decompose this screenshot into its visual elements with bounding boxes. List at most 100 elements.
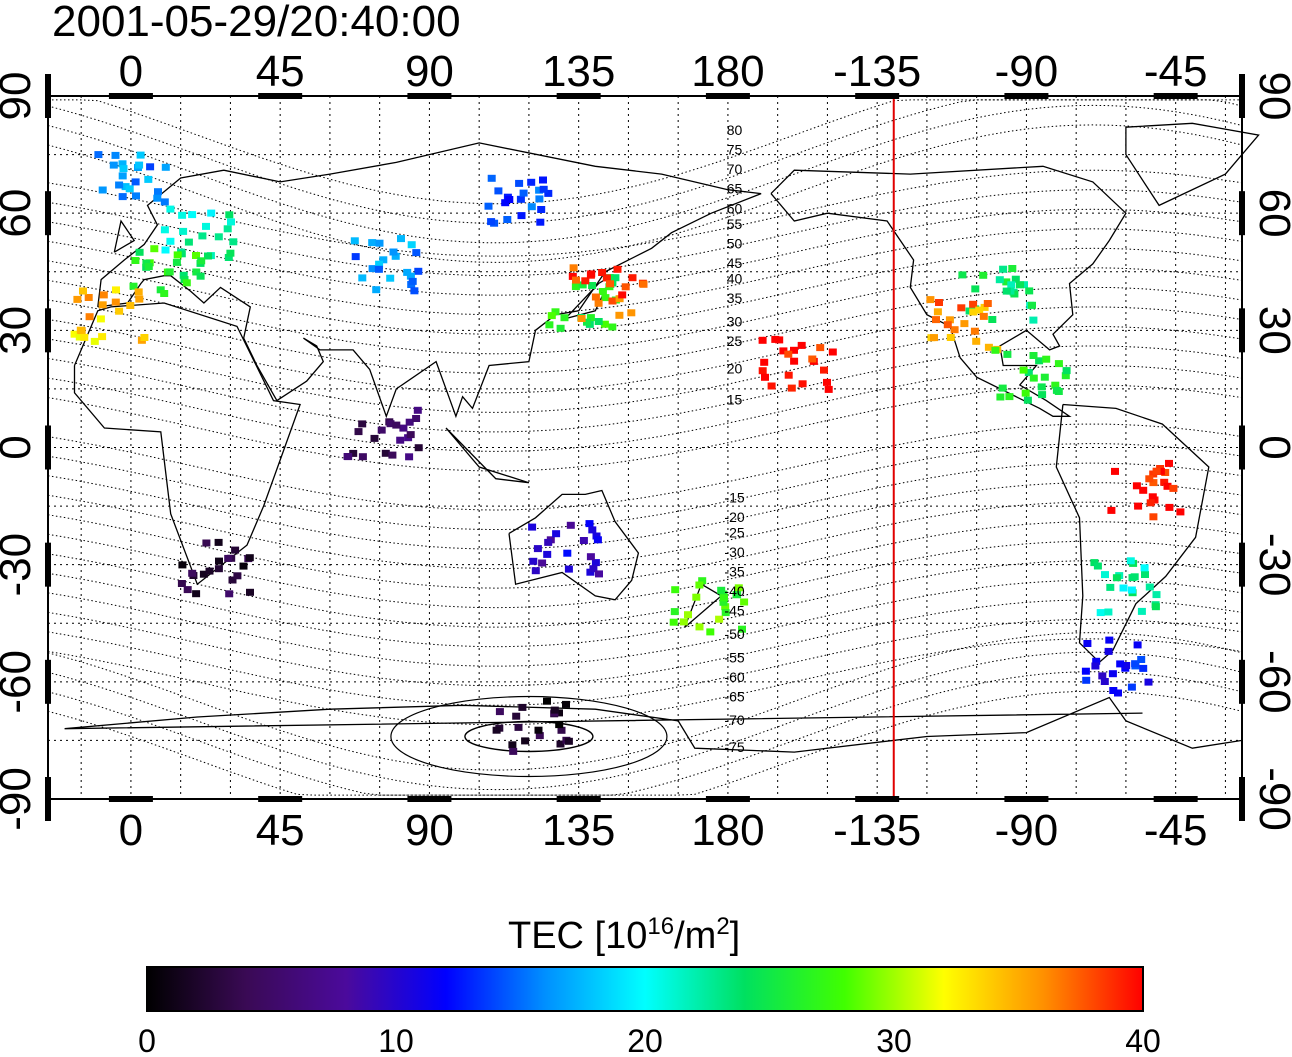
tec-cell [410, 287, 419, 295]
tec-cell [1176, 508, 1185, 516]
tec-cell [798, 380, 807, 388]
tec-cell [505, 196, 514, 203]
tec-cell [544, 189, 553, 197]
tec-cell [1100, 678, 1109, 685]
tec-cell [90, 337, 99, 345]
tec-cell [608, 297, 617, 305]
tec-cell [784, 350, 793, 358]
tec-cell [1106, 583, 1115, 591]
tec-cell [1131, 660, 1140, 668]
tec-cell [808, 355, 817, 363]
tec-cell [98, 301, 107, 309]
tec-cell [715, 615, 724, 623]
tec-cell [1091, 662, 1100, 670]
tec-cell [991, 346, 1000, 354]
magnetic-latitude-contour [47, 169, 1243, 257]
tec-cell [535, 195, 544, 203]
right-lat-tick-label: 30 [1250, 306, 1292, 355]
tec-cell [1107, 506, 1116, 514]
tec-cell [518, 703, 527, 711]
tec-cell [1116, 660, 1125, 668]
tec-cell [679, 618, 688, 626]
tec-cell [406, 431, 415, 439]
tec-cell [358, 274, 367, 282]
tec-cell [231, 546, 240, 554]
tec-cell [227, 218, 235, 226]
right-lat-tick-label: -90 [1250, 767, 1292, 831]
tec-cell [979, 271, 988, 279]
tec-cell [75, 333, 84, 341]
tec-cell [1108, 670, 1117, 678]
magnetic-latitude-label: -60 [724, 669, 744, 685]
tec-cell [521, 737, 530, 745]
tec-cell [613, 265, 622, 273]
tec-cell [517, 212, 526, 220]
magnetic-latitude-label: 20 [727, 360, 743, 376]
magnetic-latitude-contour [47, 228, 1243, 316]
top-tick-bar [556, 93, 601, 99]
tec-cell [115, 307, 124, 315]
tec-cell [1003, 350, 1012, 358]
tec-cell [958, 271, 967, 279]
tec-cell [1096, 609, 1105, 617]
tec-cell [99, 291, 108, 299]
tec-cell [1144, 678, 1153, 686]
tec-cell [552, 530, 561, 538]
tec-cell [738, 625, 746, 633]
tec-cell [581, 277, 590, 285]
tec-cell [112, 286, 120, 294]
tec-cell [214, 565, 223, 573]
left-lat-tick-label: 60 [0, 189, 40, 238]
magnetic-latitude-contour [47, 423, 1243, 511]
tec-cell [568, 272, 577, 280]
tec-cell [377, 426, 386, 434]
tec-cell [197, 257, 206, 265]
tec-cell [820, 366, 828, 374]
tec-cell [399, 424, 408, 432]
magnetic-latitude-contour [47, 286, 1243, 374]
tec-cell [374, 265, 383, 273]
tec-cell [119, 165, 128, 173]
tec-cell [529, 557, 538, 565]
tec-cell [1122, 662, 1131, 669]
tec-cell [531, 567, 540, 575]
axis-tick-bars [45, 74, 1245, 821]
tec-cell [563, 549, 572, 557]
tec-cell [1104, 608, 1113, 616]
tec-cell [370, 434, 379, 442]
tec-cell [1038, 391, 1047, 399]
tec-cell [692, 593, 701, 601]
magnetic-latitude-label: 80 [727, 122, 743, 138]
tec-cell [118, 160, 127, 168]
tec-cell [767, 382, 776, 390]
tec-cell [608, 323, 617, 331]
tec-cell [779, 347, 788, 355]
tec-cell [971, 285, 980, 293]
tec-cell [412, 249, 421, 257]
tec-cell [192, 252, 200, 259]
tec-cell [621, 283, 630, 291]
tec-cell [135, 248, 144, 256]
tec-cell [115, 181, 124, 189]
magnetic-latitude-label: 40 [727, 271, 743, 287]
left-tick-bar [45, 542, 51, 587]
right-tick-bar [1239, 425, 1245, 470]
magnetic-latitude-contour [47, 632, 1243, 771]
left-lat-tick-label: -90 [0, 767, 40, 831]
left-lat-tick-label: -60 [0, 650, 40, 714]
magnetic-latitude-contour [47, 540, 1243, 628]
magnetic-latitude-contour [47, 618, 1243, 706]
tec-cell [188, 569, 197, 577]
magnetic-latitude-contour [47, 579, 1243, 667]
tec-cell [1011, 275, 1020, 283]
tec-cell [534, 726, 543, 734]
magnetic-latitude-label: -50 [724, 626, 744, 642]
tec-cell [1035, 357, 1044, 365]
tec-cell [1104, 647, 1113, 655]
tec-cell [132, 192, 140, 200]
tec-cell [969, 300, 978, 308]
tec-cell [1062, 367, 1071, 375]
tec-cell [79, 287, 87, 295]
tec-cell [544, 538, 553, 546]
tec-cell [154, 188, 162, 196]
